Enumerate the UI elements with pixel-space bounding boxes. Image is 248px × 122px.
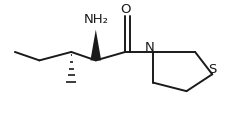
Polygon shape	[91, 30, 101, 60]
Text: S: S	[208, 63, 217, 76]
Text: O: O	[120, 3, 130, 16]
Text: NH₂: NH₂	[83, 14, 108, 26]
Text: N: N	[145, 41, 155, 54]
